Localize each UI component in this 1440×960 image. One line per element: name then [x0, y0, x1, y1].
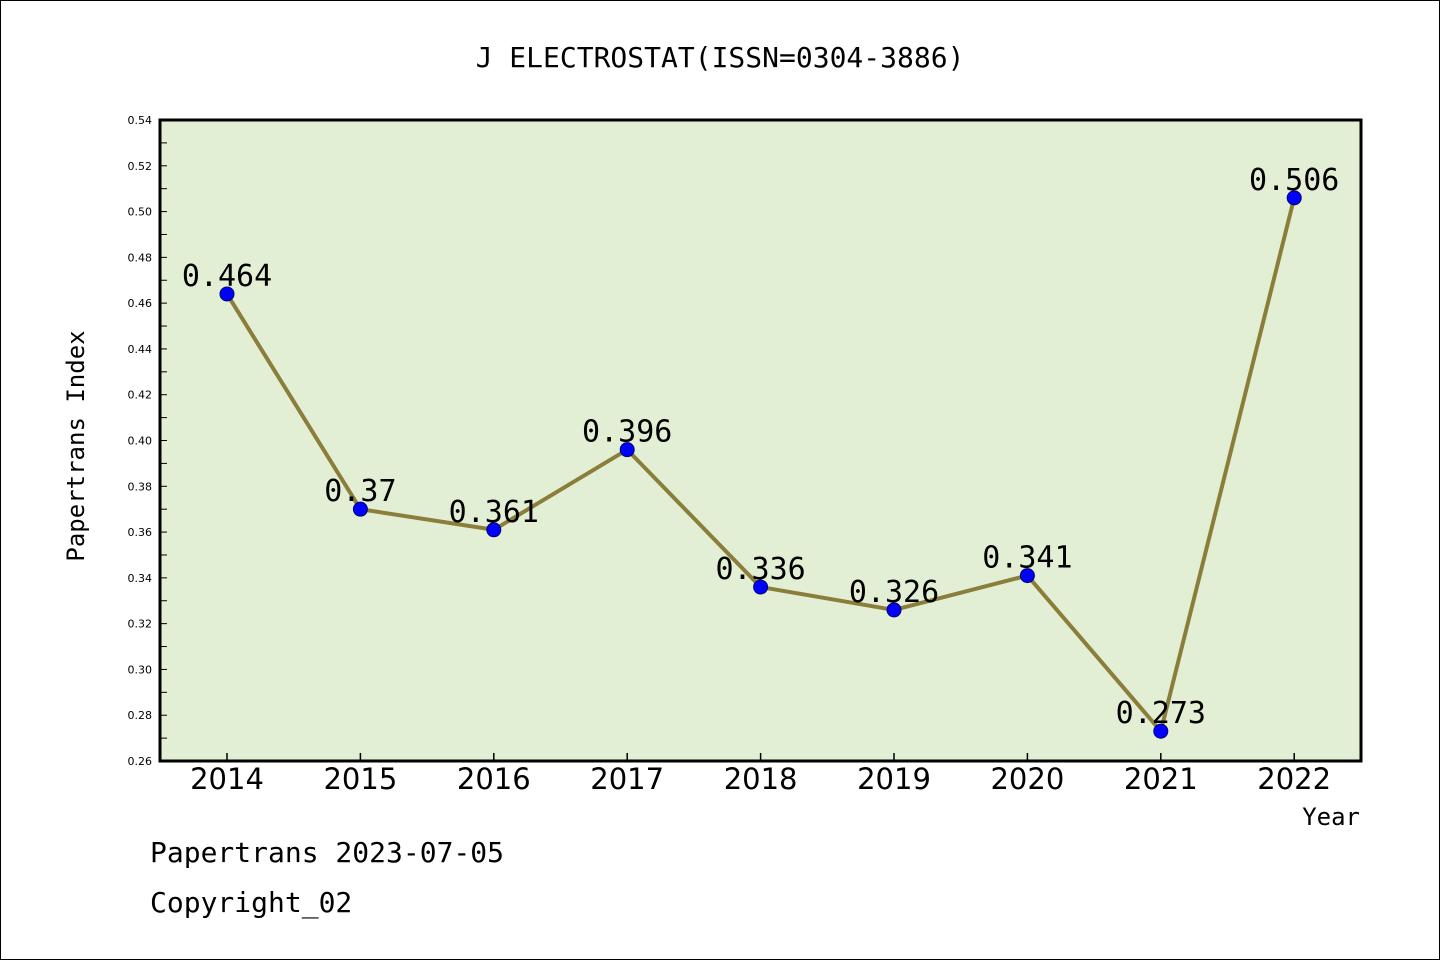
data-label: 0.506: [1249, 163, 1339, 198]
data-label: 0.396: [582, 415, 672, 450]
y-tick-label: 0.52: [128, 160, 153, 173]
y-tick-label: 0.34: [128, 572, 153, 585]
y-tick-label: 0.38: [128, 480, 153, 493]
y-tick-label: 0.40: [128, 435, 153, 448]
data-point: [619, 442, 635, 458]
x-tick-label: 2021: [1124, 762, 1198, 796]
data-label: 0.361: [449, 495, 539, 530]
y-tick-label: 0.44: [128, 343, 153, 356]
x-tick-label: 2015: [323, 762, 397, 796]
y-tick-label: 0.42: [128, 389, 153, 402]
data-point: [886, 602, 902, 618]
y-axis-ticks: 0.26 0.28 0.30 0.32 0.34 0.36 0.38 0.40 0.42 0.44…: [128, 114, 167, 768]
data-label: 0.336: [715, 552, 805, 587]
data-point: [1019, 568, 1035, 584]
footer-date: Papertrans 2023-07-05: [150, 836, 505, 869]
data-point: [753, 579, 769, 595]
data-label: 0.341: [982, 541, 1072, 576]
x-tick-label: 2018: [724, 762, 798, 796]
y-tick-label: 0.28: [128, 709, 153, 722]
data-label: 0.464: [182, 259, 272, 294]
y-tick-label: 0.46: [128, 297, 153, 310]
data-point: [1286, 190, 1302, 206]
y-tick-label: 0.50: [128, 206, 153, 219]
x-tick-label: 2014: [190, 762, 264, 796]
y-tick-label: 0.30: [128, 663, 153, 676]
data-point: [1153, 723, 1169, 739]
x-axis-label: Year: [1302, 803, 1360, 831]
x-tick-label: 2016: [457, 762, 531, 796]
y-axis-label: Papertrans Index: [62, 330, 90, 561]
y-tick-label: 0.48: [128, 251, 153, 264]
x-tick-label: 2019: [857, 762, 931, 796]
markers-group: [219, 190, 1302, 739]
data-point: [486, 522, 502, 538]
y-tick-label: 0.36: [128, 526, 153, 539]
data-labels-group: 0.464 0.37 0.361 0.396 0.336 0.326 0.341 0.273 0…: [182, 163, 1340, 731]
footer-copyright: Copyright_02: [150, 886, 353, 919]
data-label: 0.37: [324, 474, 396, 509]
y-tick-label: 0.32: [128, 618, 153, 631]
data-point: [352, 501, 368, 517]
data-label: 0.326: [849, 575, 939, 610]
x-tick-label: 2022: [1257, 762, 1331, 796]
y-tick-label: 0.26: [128, 755, 153, 768]
x-axis-ticks: 2014 2015 2016 2017 2018 2019 2020 2021 2022: [190, 753, 1331, 796]
plot-area: [158, 118, 1363, 763]
chart-title: J ELECTROSTAT(ISSN=0304-3886): [476, 41, 965, 74]
data-point: [219, 286, 235, 302]
x-tick-label: 2017: [590, 762, 664, 796]
data-label: 0.273: [1116, 696, 1206, 731]
y-tick-label: 0.54: [128, 114, 153, 127]
x-tick-label: 2020: [990, 762, 1064, 796]
